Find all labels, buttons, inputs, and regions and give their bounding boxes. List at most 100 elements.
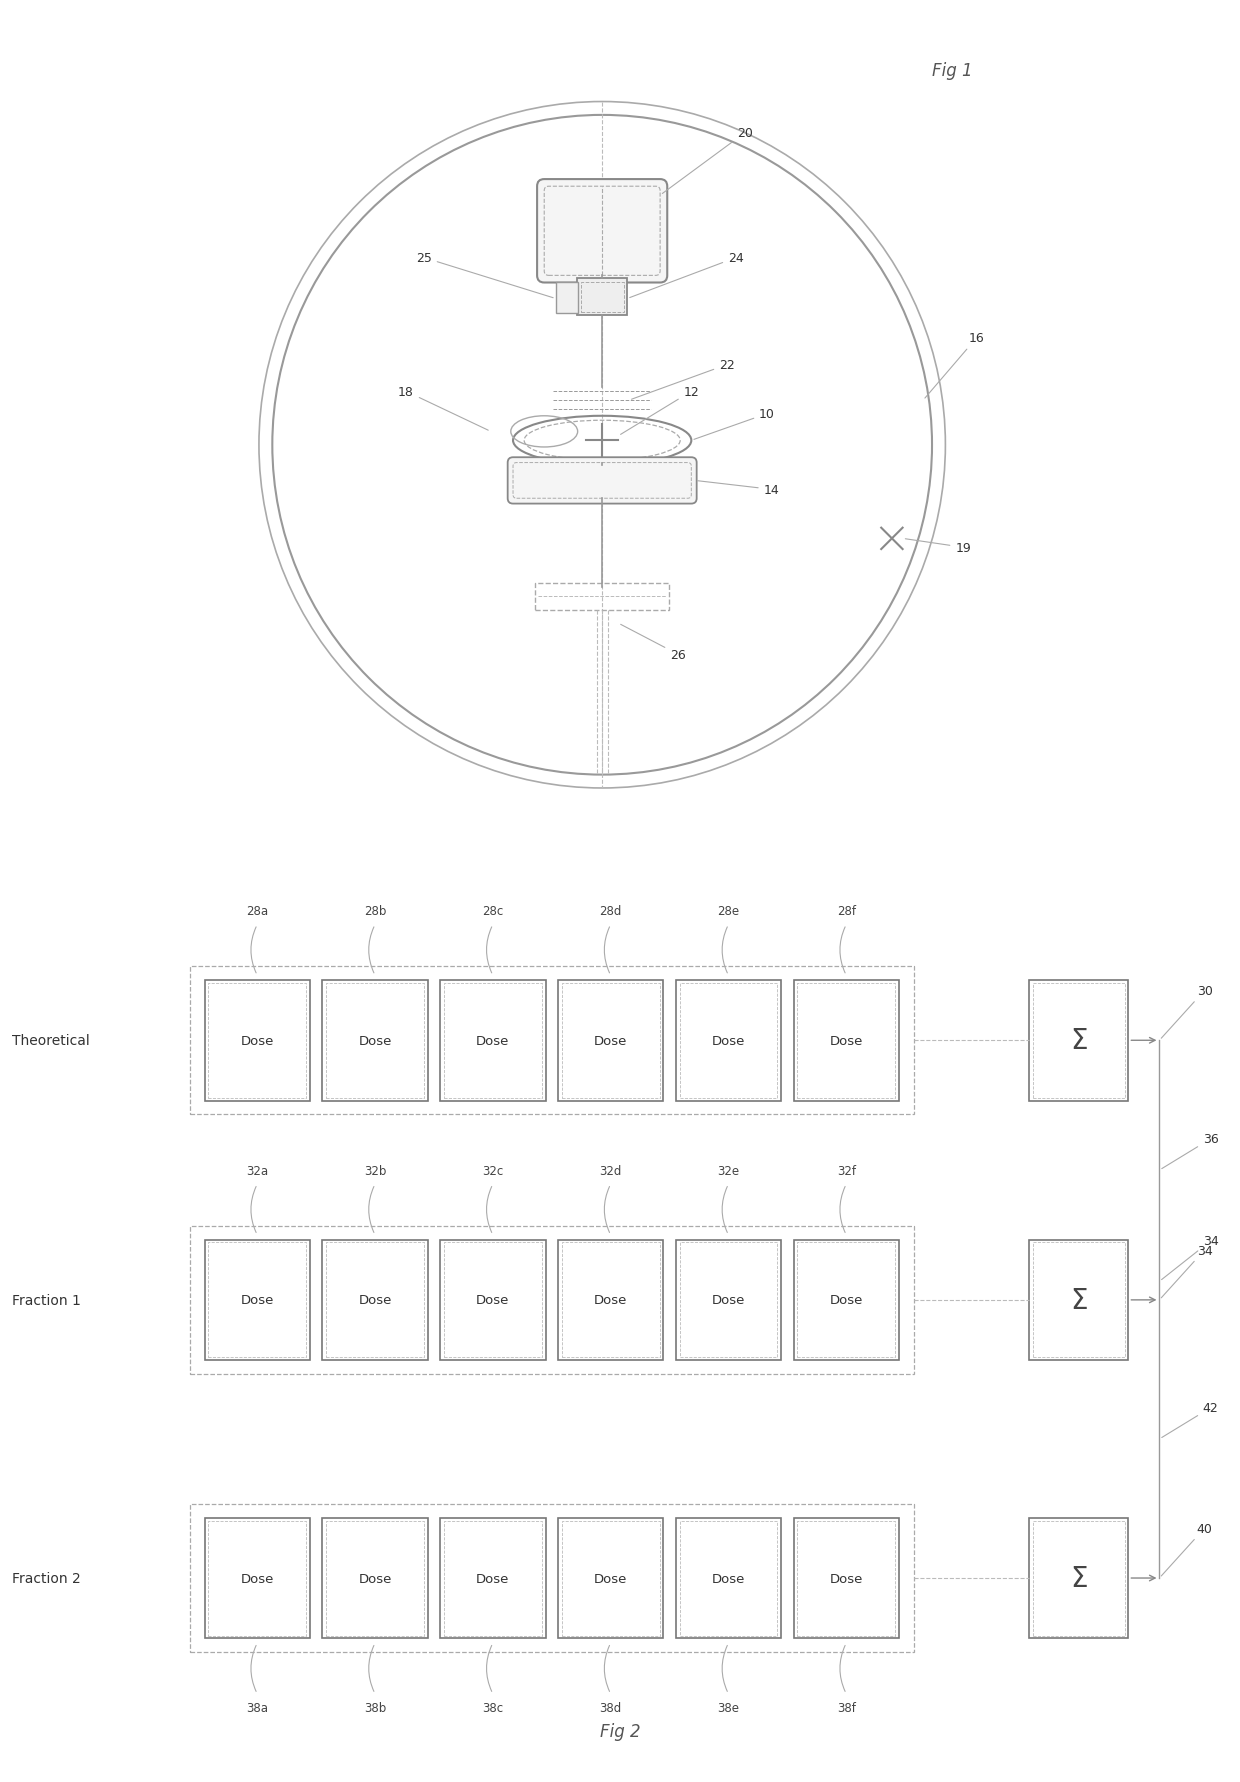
Text: Dose: Dose [358,1294,392,1306]
Bar [1033,1520,1125,1636]
Text: 26: 26 [621,625,686,661]
FancyBboxPatch shape [537,180,667,283]
Bar [797,984,895,1098]
Bar [322,1240,428,1360]
Bar [562,1242,660,1358]
Text: 38f: 38f [837,1702,856,1714]
Bar [676,1240,781,1360]
Bar [794,1518,899,1638]
Text: Dose: Dose [358,1034,392,1048]
Text: 19: 19 [905,540,971,554]
Bar [577,278,627,315]
Bar [322,1518,428,1638]
Text: 28b: 28b [363,905,387,918]
Bar [205,1240,310,1360]
Text: 18: 18 [398,385,489,431]
Bar [444,984,542,1098]
Bar [1033,1242,1125,1358]
Bar [558,980,663,1101]
Text: 10: 10 [694,408,775,440]
Bar [558,1518,663,1638]
Bar [797,1520,895,1636]
Text: 32b: 32b [363,1164,387,1176]
FancyBboxPatch shape [507,458,697,504]
Bar [205,980,310,1101]
Text: Dose: Dose [712,1034,745,1048]
Text: Dose: Dose [476,1572,510,1584]
Bar [326,1242,424,1358]
Bar [1029,1240,1128,1360]
Text: Dose: Dose [241,1572,274,1584]
Text: 34: 34 [1162,1244,1213,1297]
Text: 38d: 38d [600,1702,621,1714]
Text: Theoretical: Theoretical [12,1034,91,1048]
Text: 24: 24 [630,251,744,298]
Text: 28c: 28c [482,905,503,918]
Bar [1029,1518,1128,1638]
Bar [536,584,670,609]
Text: Dose: Dose [594,1294,627,1306]
Bar [1029,980,1128,1101]
Bar [797,1242,895,1358]
Bar [676,980,781,1101]
Text: 12: 12 [620,385,699,435]
Text: 25: 25 [415,251,553,299]
Bar [205,1518,310,1638]
Bar [440,1240,546,1360]
Text: Dose: Dose [358,1572,392,1584]
Text: 28f: 28f [837,905,856,918]
Text: 14: 14 [698,481,780,497]
Text: 16: 16 [925,331,985,399]
Text: $\Sigma$: $\Sigma$ [1070,1026,1087,1055]
Text: Dose: Dose [476,1034,510,1048]
Bar [322,980,428,1101]
Text: 36: 36 [1162,1133,1219,1169]
Text: Fig 1: Fig 1 [932,62,972,80]
Text: 20: 20 [662,127,753,194]
Text: Dose: Dose [712,1572,745,1584]
Bar [556,282,578,314]
Bar [680,984,777,1098]
Text: 22: 22 [631,358,735,399]
Bar [208,1242,306,1358]
Text: 28a: 28a [247,905,268,918]
Text: Fraction 2: Fraction 2 [12,1572,81,1586]
Bar [440,980,546,1101]
Text: 32e: 32e [718,1164,739,1176]
Text: 32c: 32c [482,1164,503,1176]
Bar [190,1226,914,1374]
Bar [794,980,899,1101]
Text: 38c: 38c [482,1702,503,1714]
Text: 40: 40 [1162,1522,1213,1575]
Text: 30: 30 [1162,984,1213,1039]
Text: 38a: 38a [247,1702,268,1714]
Bar [562,1520,660,1636]
Bar [1033,984,1125,1098]
Bar [208,984,306,1098]
Text: Dose: Dose [830,1034,863,1048]
Bar [680,1242,777,1358]
Text: 42: 42 [1162,1401,1219,1438]
Bar [580,282,624,314]
Bar [190,966,914,1116]
Text: 28e: 28e [718,905,739,918]
Text: 38e: 38e [718,1702,739,1714]
Text: $\Sigma$: $\Sigma$ [1070,1565,1087,1591]
Bar [208,1520,306,1636]
Bar [326,1520,424,1636]
Text: Dose: Dose [830,1294,863,1306]
Bar [444,1520,542,1636]
Text: Fig 2: Fig 2 [600,1721,640,1739]
Text: Fraction 1: Fraction 1 [12,1294,82,1308]
Bar [440,1518,546,1638]
Text: Dose: Dose [594,1572,627,1584]
Bar [326,984,424,1098]
Text: 32f: 32f [837,1164,856,1176]
Text: Dose: Dose [241,1034,274,1048]
Text: 28d: 28d [599,905,622,918]
Bar [558,1240,663,1360]
Text: 34: 34 [1162,1235,1219,1279]
Text: Dose: Dose [830,1572,863,1584]
Bar [190,1504,914,1652]
Text: 32d: 32d [599,1164,622,1176]
